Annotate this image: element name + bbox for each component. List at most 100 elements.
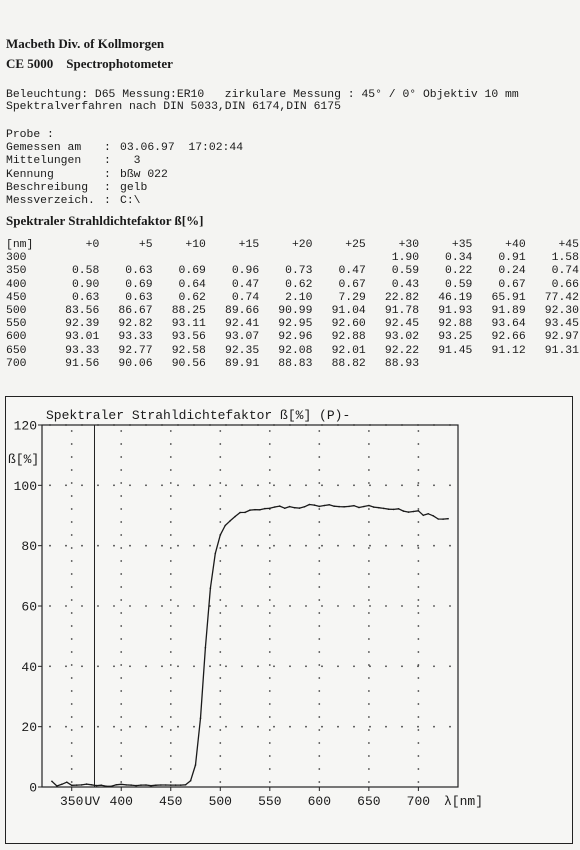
data-point — [219, 534, 222, 536]
grid-dot — [70, 690, 73, 692]
data-point — [95, 784, 98, 787]
grid-dot — [120, 625, 123, 627]
grid-dot — [219, 742, 222, 744]
grid-dot — [161, 725, 163, 728]
grid-dot — [70, 781, 73, 783]
grid-dot — [273, 605, 275, 607]
grid-dot — [169, 560, 172, 562]
grid-dot — [129, 605, 131, 607]
wavelength-cell: 600 — [6, 331, 27, 344]
grid-dot — [169, 755, 172, 757]
grid-dot — [318, 430, 321, 432]
grid-dot — [120, 729, 123, 731]
grid-dot — [129, 665, 131, 668]
data-point — [189, 779, 192, 782]
probe-label: Gemessen am — [6, 142, 82, 155]
grid-dot — [368, 508, 370, 510]
value-cell: 93.33 — [65, 344, 100, 357]
grid-dot — [65, 544, 67, 547]
data-point — [155, 784, 157, 786]
probe-value: bßw 022 — [120, 168, 168, 181]
grid-dot — [161, 605, 163, 607]
grid-dot — [225, 484, 227, 487]
wavelength-cell: 400 — [6, 278, 27, 291]
grid-dot — [417, 560, 420, 562]
grid-dot — [417, 599, 420, 601]
value-cell: 93.45 — [544, 318, 579, 331]
value-cell: 92.95 — [278, 318, 313, 331]
grid-dot — [368, 690, 370, 692]
grid-dot — [120, 781, 123, 783]
grid-dot — [268, 716, 271, 718]
x-axis-label: λ[nm] — [444, 794, 483, 809]
value-cell — [46, 252, 99, 265]
grid-dot — [113, 544, 115, 547]
data-point — [313, 504, 316, 506]
grid-dot — [169, 443, 172, 445]
value-cell: 77.42 — [544, 291, 579, 304]
method-standards: Spektralverfahren nach DIN 5033,DIN 6174… — [6, 101, 341, 113]
data-point — [343, 506, 345, 508]
grid-dot — [368, 599, 370, 601]
grid-dot — [268, 547, 271, 549]
grid-dot — [225, 605, 227, 607]
grid-dot — [268, 703, 271, 705]
grid-dot — [318, 755, 321, 757]
table-row: 550 92.39 92.82 93.11 92.41 92.95 92.60 92.45 92… — [6, 318, 579, 331]
grid-dot — [113, 484, 115, 487]
grid-dot — [268, 443, 271, 445]
grid-dot — [369, 544, 371, 547]
grid-dot — [368, 482, 370, 484]
data-point — [145, 784, 147, 786]
data-point — [348, 505, 350, 508]
grid-dot — [353, 665, 355, 668]
spectral-data-table: [nm] +0 +5 +10 +15 +20 +25 +30 +35 +40 +… — [6, 239, 579, 371]
data-point — [125, 784, 127, 786]
probe-label: Mittelungen — [6, 155, 82, 168]
grid-dot — [268, 664, 271, 666]
x-tick-label: 350 — [60, 794, 83, 809]
grid-dot — [120, 521, 123, 523]
grid-dot — [219, 482, 222, 484]
value-cell — [526, 358, 579, 371]
x-tick-label: 550 — [258, 794, 281, 809]
grid-dot — [219, 599, 222, 601]
grid-dot — [268, 638, 271, 640]
grid-dot — [368, 651, 370, 653]
data-point — [328, 504, 331, 506]
grid-dot — [385, 484, 387, 487]
chart-canvas: 0 20 40 60 80 100 120 350 400 450 500 550 600 650 700 S… — [8, 408, 483, 809]
data-point — [179, 784, 182, 786]
grid-dot — [70, 755, 73, 757]
value-cell: 0.69 — [178, 265, 206, 278]
wavelength-cell: 700 — [6, 357, 27, 370]
data-point — [105, 785, 108, 788]
probe-value: gelb — [120, 181, 148, 194]
grid-dot — [70, 547, 73, 549]
grid-dot — [417, 430, 420, 432]
grid-dot — [401, 665, 403, 668]
grid-dot — [318, 599, 321, 601]
grid-dot — [219, 508, 222, 510]
wavelength-cell: 500 — [6, 305, 27, 318]
column-header: +10 — [185, 239, 206, 251]
grid-dot — [120, 768, 123, 770]
grid-dot — [257, 484, 259, 487]
value-cell: 88.25 — [171, 305, 206, 318]
grid-dot — [120, 495, 123, 497]
grid-dot — [257, 725, 259, 728]
value-cell — [472, 358, 525, 371]
grid-dot — [289, 665, 291, 668]
grid-dot — [193, 665, 195, 668]
value-cell: 0.66 — [551, 278, 579, 291]
data-point — [209, 587, 212, 589]
value-cell: 92.39 — [65, 318, 100, 331]
grid-dot — [318, 560, 321, 562]
grid-dot — [368, 547, 370, 549]
grid-dot — [369, 665, 371, 668]
probe-label: Kennung — [6, 168, 54, 181]
value-cell: 0.73 — [285, 265, 313, 278]
grid-dot — [129, 544, 131, 547]
grid-dot — [225, 725, 227, 728]
grid-dot — [65, 605, 67, 607]
